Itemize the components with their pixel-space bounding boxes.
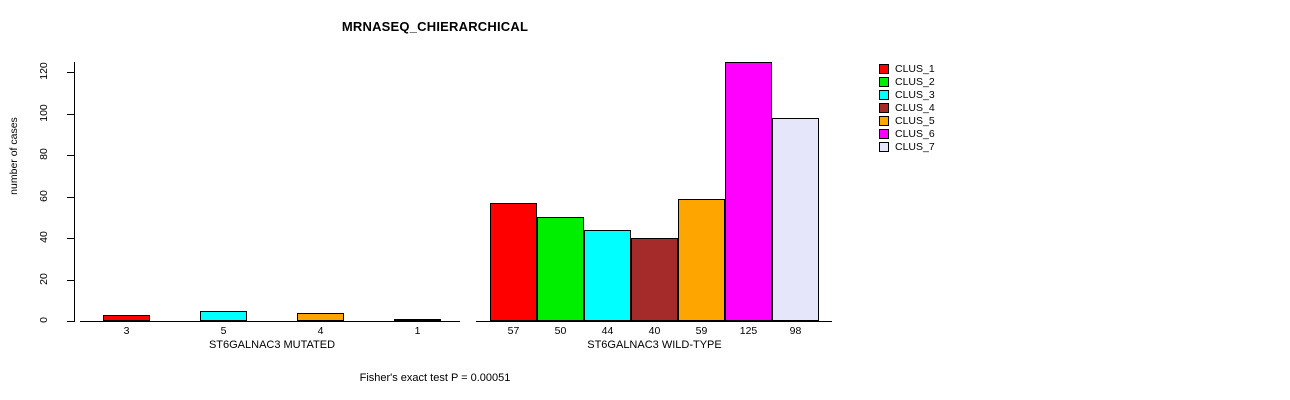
bar[interactable] <box>103 314 150 321</box>
bar[interactable] <box>725 62 772 321</box>
bar[interactable] <box>537 217 584 321</box>
legend-item-label: CLUS_6 <box>895 127 935 140</box>
legend-item-label: CLUS_3 <box>895 88 935 101</box>
legend-item-label: CLUS_2 <box>895 75 935 88</box>
y-axis-tick <box>67 72 74 74</box>
legend-item-label: CLUS_1 <box>895 62 935 75</box>
legend-color-swatch-icon <box>879 102 889 113</box>
y-axis-label: number of cases <box>8 117 20 195</box>
chart-legend: CLUS_1 CLUS_2 CLUS_3 CLUS_4 CLUS_5 CLUS_6 CLUS… <box>879 62 935 153</box>
y-axis-tick <box>67 155 74 157</box>
chart-title: MRNASEQ_CHIERARCHICAL <box>341 19 529 34</box>
legend-color-swatch-icon <box>879 141 889 152</box>
y-axis-tick-label: 20 <box>38 272 50 285</box>
y-axis-tick <box>67 279 74 281</box>
bar-value-label: 44 <box>601 325 614 337</box>
y-axis-line <box>74 62 75 322</box>
legend-item[interactable]: CLUS_1 <box>879 62 935 75</box>
y-axis-tick-label: 40 <box>38 231 50 243</box>
bar-value-label: 98 <box>789 325 802 337</box>
legend-color-swatch-icon <box>879 63 889 74</box>
bar[interactable] <box>200 310 247 321</box>
bar[interactable] <box>772 117 819 321</box>
y-axis-tick <box>67 321 74 322</box>
bar[interactable] <box>678 198 725 321</box>
y-axis-tick <box>67 113 74 115</box>
x-axis-group-label: ST6GALNAC3 WILD-TYPE <box>587 339 722 351</box>
bar-value-label: 50 <box>554 325 567 337</box>
legend-item[interactable]: CLUS_6 <box>879 127 935 140</box>
bar-value-label: 125 <box>739 325 758 337</box>
legend-item[interactable]: CLUS_5 <box>879 114 935 127</box>
bar[interactable] <box>631 238 678 321</box>
x-axis-group-label: ST6GALNAC3 MUTATED <box>208 339 336 351</box>
y-axis-tick <box>67 196 74 198</box>
legend-item[interactable]: CLUS_7 <box>879 140 935 153</box>
legend-color-swatch-icon <box>879 89 889 100</box>
bar-value-label: 1 <box>414 325 421 337</box>
legend-item-label: CLUS_4 <box>895 101 935 114</box>
bar-value-label: 5 <box>220 325 227 337</box>
bar[interactable] <box>394 318 441 321</box>
y-axis-tick-label: 100 <box>38 104 50 122</box>
legend-color-swatch-icon <box>879 128 889 139</box>
legend-item-label: CLUS_5 <box>895 114 935 127</box>
bar-value-label: 40 <box>648 325 661 337</box>
y-axis-tick <box>67 238 74 240</box>
bar-value-label: 4 <box>317 325 324 337</box>
legend-item-label: CLUS_7 <box>895 140 935 153</box>
legend-item[interactable]: CLUS_4 <box>879 101 935 114</box>
statistical-test-footnote: Fisher's exact test P = 0.00051 <box>359 372 511 384</box>
legend-color-swatch-icon <box>879 115 889 126</box>
legend-item[interactable]: CLUS_3 <box>879 88 935 101</box>
x-axis-baseline <box>80 321 460 322</box>
bar-value-label: 57 <box>507 325 520 337</box>
bar[interactable] <box>490 202 537 321</box>
x-axis-baseline <box>476 321 832 322</box>
y-axis-tick-label: 0 <box>38 317 50 323</box>
legend-color-swatch-icon <box>879 76 889 87</box>
bar-value-label: 59 <box>695 325 708 337</box>
y-axis-tick-label: 80 <box>38 148 50 161</box>
y-axis-tick-label: 60 <box>38 189 50 202</box>
bar[interactable] <box>584 229 631 321</box>
bar-value-label: 3 <box>123 325 130 337</box>
legend-item[interactable]: CLUS_2 <box>879 75 935 88</box>
y-axis-tick-label: 120 <box>38 62 50 81</box>
bar[interactable] <box>297 312 344 321</box>
